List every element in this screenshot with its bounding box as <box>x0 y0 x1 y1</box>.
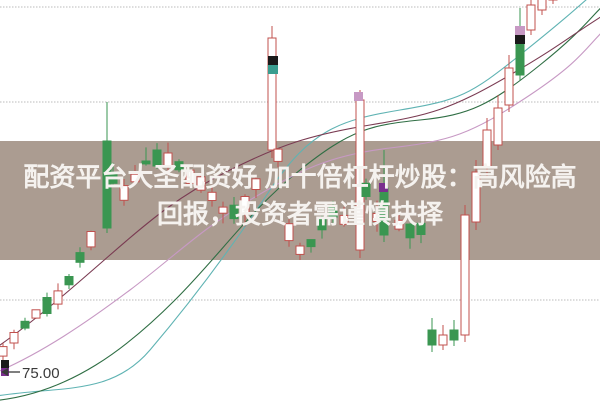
svg-text:75.00: 75.00 <box>22 365 60 382</box>
